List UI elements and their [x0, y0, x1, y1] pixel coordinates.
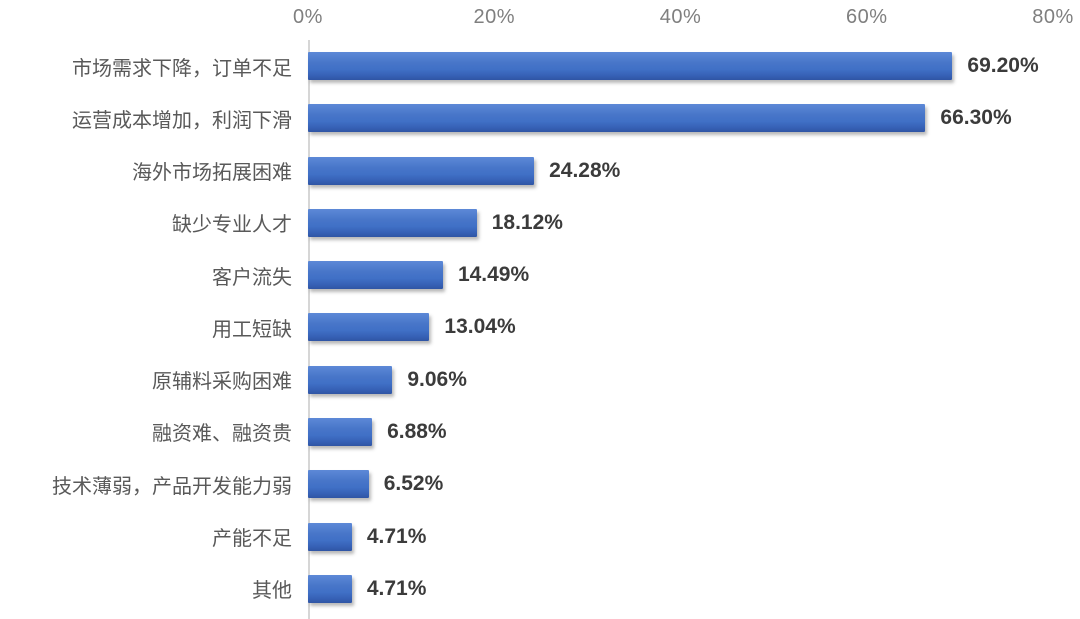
- value-label: 18.12%: [491, 210, 563, 234]
- value-label: 13.04%: [444, 315, 516, 339]
- bar-row: 技术薄弱，产品开发能力弱 6.52%: [0, 458, 1080, 510]
- x-tick-label: 0%: [293, 6, 323, 28]
- bar-row: 产能不足 4.71%: [0, 510, 1080, 562]
- bar: [308, 417, 373, 446]
- bar-track: 6.52%: [308, 458, 1053, 510]
- bar-track: 69.20%: [308, 40, 1053, 92]
- bar-track: 14.49%: [308, 249, 1053, 301]
- value-label: 66.30%: [940, 106, 1012, 130]
- category-label: 用工短缺: [212, 318, 292, 341]
- x-tick-label: 40%: [659, 6, 702, 28]
- bar-row: 其他 4.71%: [0, 563, 1080, 615]
- bar: [308, 574, 352, 603]
- bar-row: 海外市场拓展困难 24.28%: [0, 145, 1080, 197]
- bar: [308, 365, 393, 394]
- value-label: 4.71%: [366, 576, 427, 600]
- bar-row: 融资难、融资贵 6.88%: [0, 406, 1080, 458]
- category-label: 技术薄弱，产品开发能力弱: [52, 475, 292, 498]
- chart-body: 市场需求下降，订单不足 69.20% 运营成本增加，利润下滑 66.30% 海外市场拓展…: [0, 40, 1080, 619]
- bar-track: 9.06%: [308, 354, 1053, 406]
- bar-track: 13.04%: [308, 301, 1053, 353]
- bar-track: 24.28%: [308, 145, 1053, 197]
- bar-row: 用工短缺 13.04%: [0, 301, 1080, 353]
- bar: [308, 156, 535, 185]
- bar: [308, 208, 477, 237]
- value-label: 6.88%: [387, 419, 447, 443]
- category-label: 其他: [252, 580, 292, 603]
- bar: [308, 52, 953, 81]
- x-axis-ticks: 0% 20% 40% 60% 80%: [293, 0, 1073, 40]
- bar-track: 66.30%: [308, 92, 1053, 144]
- bar-row: 运营成本增加，利润下滑 66.30%: [0, 92, 1080, 144]
- category-label: 客户流失: [212, 266, 292, 289]
- value-label: 69.20%: [967, 54, 1039, 78]
- bar-track: 4.71%: [308, 563, 1053, 615]
- x-axis: 0% 20% 40% 60% 80%: [0, 0, 1080, 40]
- axis-spacer: [0, 0, 308, 40]
- bar-track: 18.12%: [308, 197, 1053, 249]
- bar-row: 缺少专业人才 18.12%: [0, 197, 1080, 249]
- bar: [308, 261, 443, 290]
- bar: [308, 313, 430, 342]
- category-label: 融资难、融资贵: [152, 423, 292, 446]
- category-label: 市场需求下降，订单不足: [72, 57, 292, 80]
- value-label: 6.52%: [383, 472, 444, 496]
- bar: [308, 104, 926, 133]
- value-label: 24.28%: [549, 158, 621, 182]
- bar-row: 市场需求下降，订单不足 69.20%: [0, 40, 1080, 92]
- value-label: 4.71%: [366, 524, 427, 548]
- bar-row: 原辅料采购困难 9.06%: [0, 354, 1080, 406]
- x-tick-label: 60%: [845, 6, 888, 28]
- category-label: 海外市场拓展困难: [132, 162, 292, 185]
- bar-track: 6.88%: [308, 406, 1053, 458]
- bar: [308, 522, 352, 551]
- category-label: 原辅料采购困难: [152, 371, 292, 394]
- category-label: 缺少专业人才: [172, 214, 292, 237]
- value-label: 9.06%: [407, 367, 467, 391]
- x-tick-label: 80%: [1032, 6, 1074, 28]
- bar-track: 4.71%: [308, 510, 1053, 562]
- bar: [308, 470, 369, 499]
- value-label: 14.49%: [457, 263, 530, 287]
- x-tick-label: 20%: [473, 6, 516, 28]
- category-label: 产能不足: [212, 528, 292, 551]
- category-label: 运营成本增加，利润下滑: [72, 109, 292, 132]
- bar-row: 客户流失 14.49%: [0, 249, 1080, 301]
